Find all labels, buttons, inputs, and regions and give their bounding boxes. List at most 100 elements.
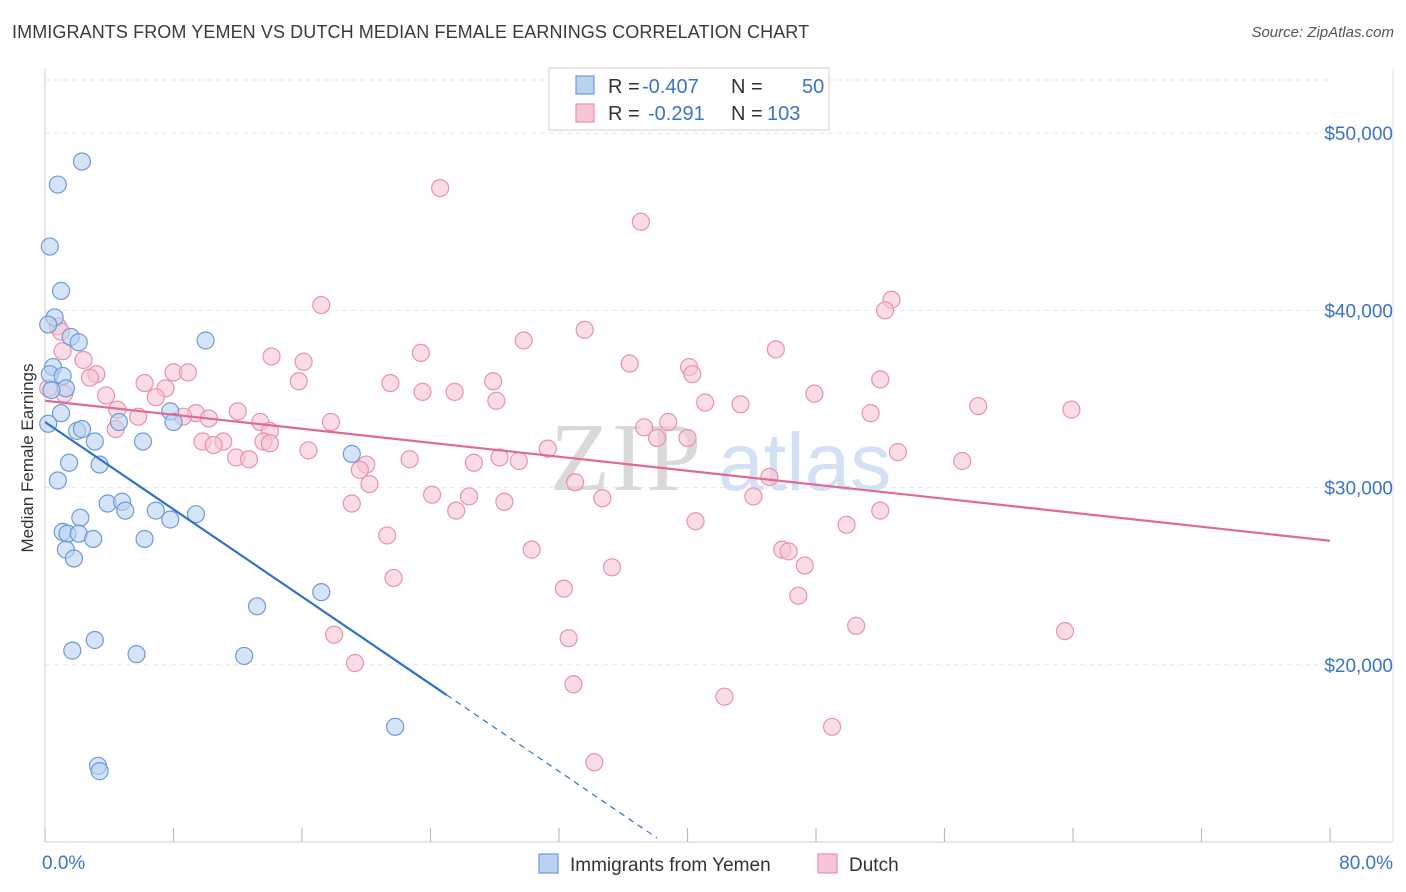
dutch-point (554, 579, 573, 598)
dutch-point (564, 675, 583, 694)
dutch-point (360, 474, 379, 494)
legend-swatch-yemen (575, 75, 595, 95)
x-tick-label: 80.0% (1339, 853, 1393, 874)
dutch-point (593, 489, 612, 508)
dutch-point (647, 428, 667, 448)
dutch-point (204, 435, 223, 455)
dutch-point (760, 467, 779, 487)
dutch-point (744, 487, 763, 506)
dutch-point (585, 753, 604, 772)
dutch-point (731, 395, 750, 414)
dutch-point (696, 393, 715, 412)
chart-title: IMMIGRANTS FROM YEMEN VS DUTCH MEDIAN FE… (12, 22, 810, 42)
dutch-point (459, 487, 479, 506)
dutch-point (378, 526, 397, 545)
dutch-point (228, 402, 247, 421)
legend-r-label: R = (608, 76, 640, 98)
dutch-point (565, 473, 585, 492)
legend-n-label: N = (731, 76, 763, 98)
dutch-point (423, 485, 442, 504)
dutch-point (289, 372, 308, 391)
y-axis-label: Median Female Earnings (18, 364, 37, 553)
dutch-point (321, 412, 341, 432)
y-tick-label: $20,000 (1324, 656, 1393, 677)
yemen-point (84, 529, 103, 549)
y-tick-label: $40,000 (1324, 301, 1393, 322)
yemen-points (39, 152, 405, 781)
dutch-point (575, 320, 594, 339)
dutch-point (381, 373, 400, 393)
legend-n-value: 50 (802, 76, 824, 98)
dutch-point (464, 453, 483, 472)
legend-box (548, 67, 830, 131)
dutch-point (715, 687, 734, 706)
dutch-point (766, 340, 785, 359)
source-credit: Source: ZipAtlas.com (1251, 24, 1394, 41)
dutch-point (779, 542, 798, 561)
dutch-point (447, 501, 466, 520)
dutch-point (342, 494, 361, 513)
legend-r-value: -0.407 (642, 76, 699, 98)
yemen-point (161, 510, 180, 529)
dutch-point (538, 439, 557, 458)
dutch-point (789, 586, 808, 605)
dutch-point (969, 396, 988, 416)
dutch-point (146, 388, 165, 407)
yemen-point (90, 762, 109, 781)
legend-r-value: -0.291 (648, 103, 705, 125)
tick-labels: $20,000 $30,000 $40,000 $50,000 0.0% 80.0% (42, 124, 1393, 874)
dutch-point (484, 372, 503, 391)
yemen-point (85, 630, 104, 650)
dutch-point (260, 434, 279, 453)
dutch-trend-line (44, 399, 1331, 542)
dutch-point (445, 382, 464, 401)
dutch-point (678, 428, 697, 448)
dutch-point (514, 331, 533, 350)
yemen-point (109, 412, 128, 432)
yemen-point (164, 412, 183, 432)
dutch-point (875, 301, 895, 320)
watermark-atlas: atlas (718, 417, 891, 508)
dutch-point (871, 370, 890, 389)
dutch-point (135, 373, 154, 393)
yemen-point (42, 381, 61, 400)
legend-n-label: N = (731, 103, 763, 125)
dutch-point (239, 450, 259, 469)
yemen-point (146, 501, 165, 520)
y-tick-label: $30,000 (1324, 479, 1393, 500)
dutch-point (487, 391, 506, 410)
yemen-point (342, 444, 361, 464)
yemen-point (133, 432, 153, 451)
bottom-legend-swatch-dutch (817, 853, 838, 874)
dutch-point (822, 717, 842, 736)
dutch-point (325, 625, 344, 644)
dutch-point (686, 512, 705, 531)
axes (44, 68, 1394, 843)
legend-swatch-dutch (575, 103, 595, 123)
yemen-trend-line (44, 421, 448, 696)
dutch-point (80, 368, 100, 387)
yemen-point (63, 641, 82, 660)
bottom-legend-swatch-yemen (538, 853, 559, 874)
dutch-point (74, 350, 93, 370)
dutch-point (178, 363, 198, 382)
trend-lines (44, 399, 1331, 839)
dutch-point (294, 352, 313, 371)
dutch-point (345, 653, 365, 673)
dutch-points (39, 178, 1081, 772)
yemen-point (312, 583, 331, 602)
yemen-point (69, 333, 88, 352)
dutch-point (413, 382, 432, 401)
dutch-point (602, 558, 622, 577)
dutch-point (837, 515, 856, 534)
yemen-point (85, 432, 104, 451)
legend-n-value: 103 (767, 103, 800, 125)
yemen-point (72, 420, 92, 439)
x-tick-label: 0.0% (42, 853, 85, 874)
yemen-point (386, 717, 405, 736)
dutch-point (659, 412, 678, 432)
yemen-point (196, 331, 215, 350)
yemen-point (51, 281, 71, 300)
dutch-point (1055, 622, 1075, 641)
